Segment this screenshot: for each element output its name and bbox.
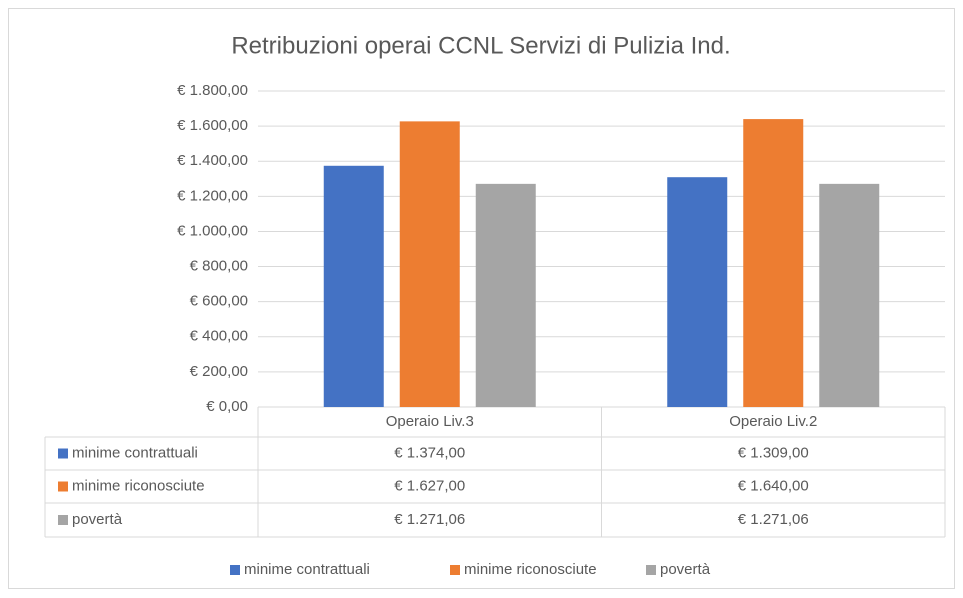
table-legend-key	[58, 448, 68, 459]
chart-title: Retribuzioni operai CCNL Servizi di Puli…	[231, 32, 730, 59]
y-tick-label: € 1.800,00	[177, 82, 248, 99]
legend-key	[230, 565, 240, 575]
y-tick-label: € 800,00	[190, 258, 248, 275]
x-tick-label: Operaio Liv.3	[386, 413, 474, 430]
legend-key	[646, 565, 656, 575]
legend-label: minime contrattuali	[244, 561, 370, 578]
y-tick-label: € 0,00	[206, 398, 248, 415]
table-value: € 1.640,00	[738, 477, 809, 494]
table-value: € 1.374,00	[394, 444, 465, 461]
y-tick-label: € 1.400,00	[177, 152, 248, 169]
bar	[323, 165, 384, 407]
y-tick-label: € 1.000,00	[177, 222, 248, 239]
y-tick-label: € 200,00	[190, 363, 248, 380]
bar	[667, 177, 728, 407]
table-row-label: minime riconosciute	[72, 477, 205, 494]
bar	[399, 121, 460, 408]
y-tick-label: € 600,00	[190, 293, 248, 310]
legend-label: minime riconosciute	[464, 561, 597, 578]
bar	[743, 119, 804, 407]
x-tick-label: Operaio Liv.2	[729, 413, 817, 430]
table-value: € 1.271,06	[394, 511, 465, 528]
y-tick-label: € 1.600,00	[177, 117, 248, 134]
table-value: € 1.309,00	[738, 444, 809, 461]
y-tick-label: € 1.200,00	[177, 187, 248, 204]
table-row-label: minime contrattuali	[72, 444, 198, 461]
table-row-label: povertà	[72, 511, 123, 528]
table-legend-key	[58, 481, 68, 492]
table-legend-key	[58, 515, 68, 525]
table-value: € 1.627,00	[394, 477, 465, 494]
y-tick-label: € 400,00	[190, 328, 248, 345]
bar	[475, 183, 536, 407]
legend-key	[450, 565, 460, 575]
bar	[819, 183, 880, 407]
table-value: € 1.271,06	[738, 511, 809, 528]
legend-label: povertà	[660, 561, 711, 578]
